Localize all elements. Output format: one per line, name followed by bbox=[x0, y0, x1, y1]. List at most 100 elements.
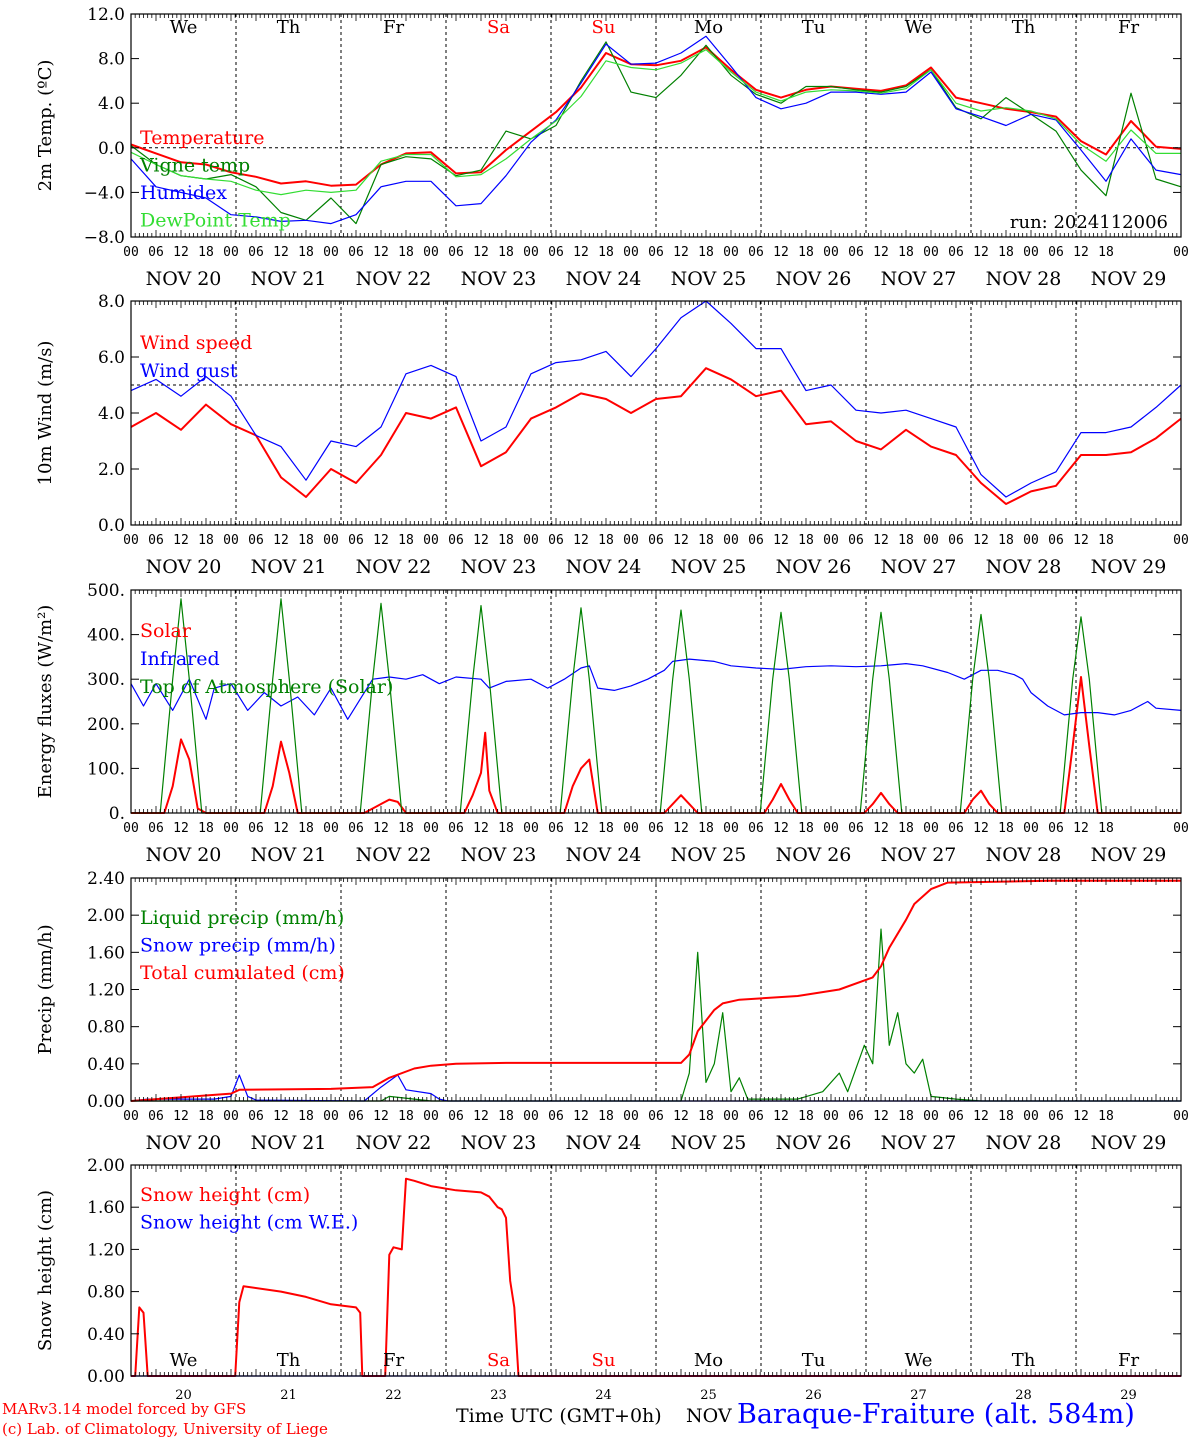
y-tick-label: 400. bbox=[87, 626, 125, 646]
y-tick-label: 2.00 bbox=[87, 1156, 125, 1176]
date-label: NOV 23 bbox=[461, 844, 537, 866]
hour-tick-label: 12 bbox=[373, 245, 389, 260]
day-name: We bbox=[905, 17, 933, 38]
hour-tick-label: 06 bbox=[648, 245, 664, 260]
date-label: NOV 23 bbox=[461, 1132, 537, 1154]
y-tick-label: 100. bbox=[87, 759, 125, 779]
wind-panel: 0.0 2.0 4.0 6.0 8.0 10m Wind (m/s) Wind speed W… bbox=[35, 292, 1189, 578]
hour-tick-label: 12 bbox=[373, 821, 389, 836]
hour-tick-label: 18 bbox=[798, 821, 814, 836]
hour-tick-label: 12 bbox=[973, 821, 989, 836]
hour-tick-label: 12 bbox=[973, 245, 989, 260]
hour-tick-label: 06 bbox=[348, 245, 364, 260]
hour-tick-label: 18 bbox=[998, 245, 1014, 260]
hour-tick-label: 18 bbox=[398, 1109, 414, 1124]
hour-tick-label: 00 bbox=[1173, 533, 1189, 548]
hour-tick-label: 12 bbox=[273, 1109, 289, 1124]
hour-tick-label: 12 bbox=[1073, 533, 1089, 548]
hour-tick-label: 00 bbox=[1023, 533, 1039, 548]
day-name: Fr bbox=[1118, 17, 1139, 38]
series-line-wind-gust bbox=[130, 300, 1182, 498]
hour-tick-label: 18 bbox=[598, 245, 614, 260]
hour-tick-label: 06 bbox=[848, 821, 864, 836]
hour-tick-label: 12 bbox=[373, 533, 389, 548]
hour-tick-label: 12 bbox=[273, 245, 289, 260]
hour-tick-label: 18 bbox=[998, 533, 1014, 548]
hour-tick-label: 00 bbox=[123, 821, 139, 836]
date-label: NOV 23 bbox=[461, 556, 537, 578]
hour-tick-label: 18 bbox=[298, 245, 314, 260]
hour-tick-label: 06 bbox=[748, 1109, 764, 1124]
hour-tick-label: 00 bbox=[1023, 821, 1039, 836]
hour-tick-label: 18 bbox=[898, 533, 914, 548]
date-label: NOV 28 bbox=[986, 844, 1062, 866]
hour-tick-label: 00 bbox=[823, 821, 839, 836]
day-name: Tu bbox=[802, 17, 826, 38]
date-label: NOV 27 bbox=[881, 844, 957, 866]
hour-tick-label: 12 bbox=[173, 533, 189, 548]
hour-tick-label: 18 bbox=[698, 533, 714, 548]
hour-tick-label: 18 bbox=[598, 821, 614, 836]
hour-tick-label: 00 bbox=[823, 533, 839, 548]
day-number-label: 20 bbox=[175, 1388, 192, 1403]
hour-tick-label: 00 bbox=[523, 533, 539, 548]
hour-tick-label: 00 bbox=[323, 1109, 339, 1124]
hour-tick-label: 00 bbox=[1173, 245, 1189, 260]
hour-tick-label: 12 bbox=[373, 1109, 389, 1124]
y-tick-label: 500. bbox=[87, 581, 125, 601]
snow-panel: 0.00 0.40 0.80 1.20 1.60 2.00 Snow height (cm)… bbox=[35, 1156, 1182, 1403]
day-name: Th bbox=[1012, 1350, 1036, 1371]
hour-tick-label: 00 bbox=[523, 821, 539, 836]
date-label: NOV 24 bbox=[566, 844, 642, 866]
hour-tick-label: 18 bbox=[498, 245, 514, 260]
y-tick-label: 4.0 bbox=[98, 94, 125, 114]
hour-tick-label: 06 bbox=[848, 245, 864, 260]
hour-tick-label: 18 bbox=[598, 533, 614, 548]
date-label: NOV 28 bbox=[986, 268, 1062, 290]
hour-tick-label: 00 bbox=[423, 245, 439, 260]
y-tick-label: 0.0 bbox=[98, 516, 125, 536]
y-tick-label: 4.0 bbox=[98, 404, 125, 424]
y-tick-label: 8.0 bbox=[98, 292, 125, 312]
y-tick-label: 0.80 bbox=[87, 1018, 125, 1038]
y-tick-label: 8.0 bbox=[98, 50, 125, 70]
credit-line-1: MARv3.14 model forced by GFS bbox=[2, 1400, 247, 1418]
hour-tick-label: 00 bbox=[923, 245, 939, 260]
date-label: NOV 21 bbox=[251, 1132, 327, 1154]
hour-tick-label: 18 bbox=[698, 1109, 714, 1124]
day-name: Mo bbox=[694, 17, 723, 38]
flux-panel: 0. 100. 200. 300. 400. 500. Energy fluxes (W/m… bbox=[35, 581, 1189, 866]
hour-tick-label: 12 bbox=[473, 1109, 489, 1124]
date-label: NOV 29 bbox=[1091, 1132, 1167, 1154]
day-number-label: 25 bbox=[700, 1388, 717, 1403]
hour-tick-label: 06 bbox=[448, 245, 464, 260]
hour-tick-label: 12 bbox=[673, 533, 689, 548]
hour-tick-label: 06 bbox=[348, 1109, 364, 1124]
hour-tick-label: 00 bbox=[223, 245, 239, 260]
hour-tick-label: 00 bbox=[623, 1109, 639, 1124]
date-label: NOV 29 bbox=[1091, 556, 1167, 578]
day-name: Th bbox=[277, 17, 301, 38]
legend-entry: Snow precip (mm/h) bbox=[140, 935, 336, 957]
hour-tick-label: 00 bbox=[1023, 245, 1039, 260]
y-axis-label: Snow height (cm) bbox=[35, 1190, 56, 1351]
hour-tick-label: 06 bbox=[948, 533, 964, 548]
y-tick-label: 1.60 bbox=[87, 943, 125, 963]
series-line-solar bbox=[131, 676, 1181, 814]
date-label: NOV 26 bbox=[776, 556, 852, 578]
hour-tick-label: 00 bbox=[723, 533, 739, 548]
hour-tick-label: 00 bbox=[923, 533, 939, 548]
hour-tick-label: 06 bbox=[348, 821, 364, 836]
day-number-label: 21 bbox=[280, 1388, 297, 1403]
date-label: NOV 27 bbox=[881, 268, 957, 290]
y-tick-label: 0.40 bbox=[87, 1325, 125, 1345]
day-name: Sa bbox=[487, 17, 510, 38]
legend-entry: Temperature bbox=[140, 127, 264, 149]
hour-tick-label: 06 bbox=[548, 821, 564, 836]
day-name: We bbox=[905, 1350, 933, 1371]
hour-tick-label: 18 bbox=[198, 1109, 214, 1124]
series-line-infrared bbox=[130, 658, 1182, 720]
hour-tick-label: 12 bbox=[773, 533, 789, 548]
day-name: We bbox=[170, 1350, 198, 1371]
